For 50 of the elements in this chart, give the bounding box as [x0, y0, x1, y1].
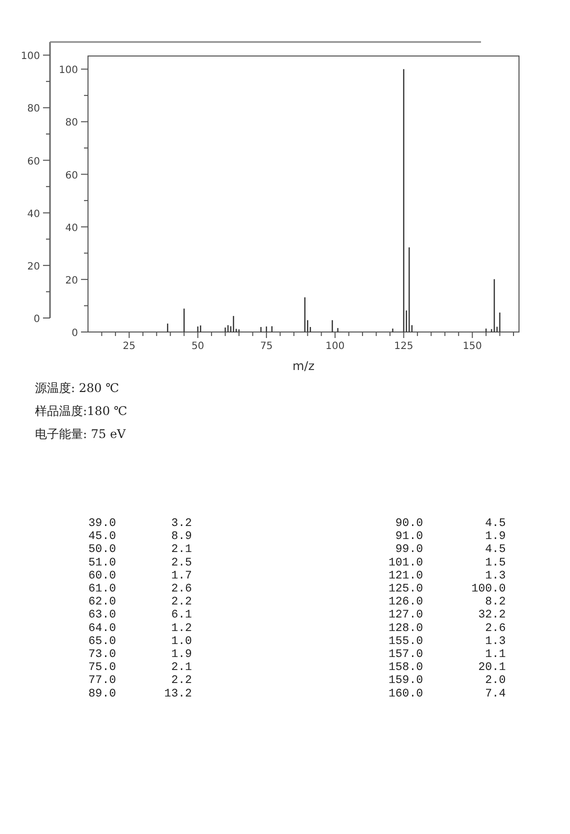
x-axis-title: m/z	[292, 359, 315, 373]
y-tick-label: 80	[65, 118, 78, 129]
text: 电子能量: 75 eV	[35, 427, 126, 441]
y2-tick-label: 100	[20, 51, 40, 62]
text: 73.0 1.9	[88, 648, 192, 661]
text: 45.0 8.9	[88, 530, 192, 544]
y-tick-label: 60	[65, 170, 78, 182]
text: 63.0 6.1	[88, 608, 192, 622]
text: 样品温度:180 ℃	[35, 404, 128, 418]
text: 50.0 2.1	[88, 543, 192, 556]
text: 121.0 1.3	[388, 569, 506, 582]
text: 75.0 2.1	[88, 661, 192, 674]
text: 65.0 1.0	[88, 634, 192, 648]
y-tick-label: 100	[58, 65, 78, 76]
text: 158.0 20.1	[388, 661, 506, 674]
x-tick-label: 50	[191, 341, 204, 352]
y2-tick-label: 40	[27, 208, 40, 220]
y-tick-label: 20	[65, 275, 78, 286]
text: 60.0 1.7	[88, 569, 192, 582]
text: 61.0 2.6	[88, 582, 192, 596]
x-tick-label: 25	[122, 341, 136, 352]
y-tick-label: 0	[72, 328, 78, 339]
y-tick-label: 40	[65, 222, 78, 234]
x-tick-label: 100	[326, 341, 345, 352]
y2-tick-label: 80	[27, 104, 40, 115]
text: 89.0 13.2	[88, 687, 192, 700]
text: 155.0 1.3	[388, 634, 506, 648]
text: 39.0 3.2	[88, 517, 192, 530]
y2-tick-label: 0	[34, 314, 40, 325]
text: 源温度: 280 ℃	[35, 381, 119, 395]
text: 127.0 32.2	[388, 608, 506, 622]
text: 51.0 2.5	[88, 556, 192, 570]
y2-tick-label: 60	[27, 156, 40, 168]
text: 125.0 100.0	[388, 582, 506, 596]
text: 159.0 2.0	[388, 674, 506, 688]
text: 90.0 4.5	[395, 517, 506, 530]
text: 101.0 1.5	[388, 556, 506, 570]
y2-tick-label: 20	[27, 261, 40, 272]
text: 62.0 2.2	[88, 596, 192, 609]
text: 99.0 4.5	[395, 543, 506, 556]
text: 77.0 2.2	[88, 674, 192, 688]
text: 126.0 8.2	[388, 596, 506, 609]
text: 128.0 2.6	[388, 622, 506, 635]
x-tick-label: 150	[462, 341, 482, 352]
x-tick-label: 125	[394, 341, 414, 352]
text: 157.0 1.1	[388, 648, 506, 661]
text: 160.0 7.4	[388, 687, 506, 700]
text: 91.0 1.9	[395, 530, 506, 544]
x-tick-label: 75	[260, 341, 273, 352]
text: 64.0 1.2	[88, 622, 192, 635]
